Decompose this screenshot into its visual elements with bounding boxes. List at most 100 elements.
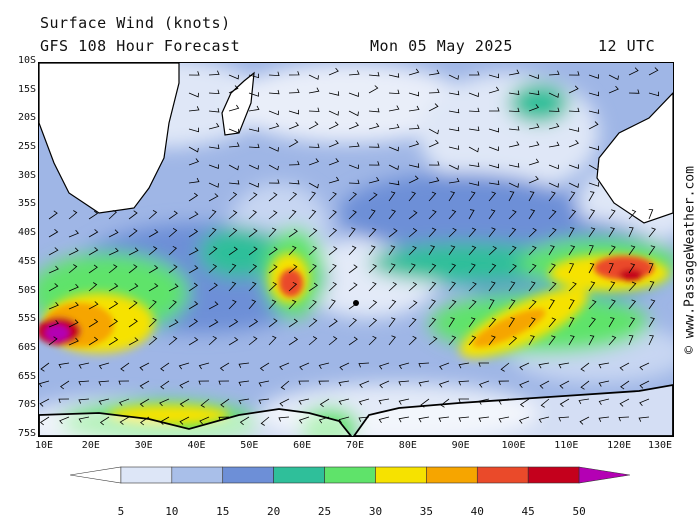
wind-barb <box>108 264 118 274</box>
wind-barb <box>588 299 597 310</box>
wind-barb <box>608 281 616 292</box>
wind-barb <box>508 263 517 274</box>
wind-barb <box>48 210 58 220</box>
wind-barb <box>328 299 336 310</box>
wind-barb <box>308 74 319 80</box>
wind-barb <box>228 180 240 185</box>
wind-barb <box>558 362 570 369</box>
colorbar-swatch <box>578 466 630 484</box>
wind-barb <box>288 191 298 202</box>
wind-barb <box>619 362 630 371</box>
wind-barb <box>160 362 170 372</box>
colorbar-swatch <box>171 466 224 484</box>
wind-barb <box>248 92 259 97</box>
wind-barb <box>168 210 178 220</box>
colorbar-label: 25 <box>317 505 332 518</box>
wind-barb <box>388 73 400 78</box>
wind-barb <box>608 335 617 346</box>
wind-barb <box>558 416 570 422</box>
wind-barb <box>299 362 310 371</box>
wind-barb <box>268 146 279 152</box>
wind-barb <box>88 264 98 274</box>
wind-barb <box>508 69 520 76</box>
antarctica-coast <box>39 384 673 436</box>
wind-barb <box>428 317 437 328</box>
wind-barb <box>228 281 237 292</box>
wind-barb <box>48 320 59 328</box>
wind-barb <box>39 398 50 407</box>
wind-barb <box>538 416 550 423</box>
wind-barb <box>598 416 610 422</box>
wind-barb <box>128 247 139 256</box>
wind-barb <box>348 92 359 97</box>
wind-barb <box>489 107 500 112</box>
wind-barb <box>408 140 420 148</box>
wind-barb <box>608 263 614 274</box>
wind-barb <box>559 380 570 389</box>
wind-barb <box>348 264 358 274</box>
wind-barb <box>108 336 119 346</box>
wind-barb <box>388 299 397 310</box>
lat-label: 30S <box>17 169 36 181</box>
wind-barb <box>478 362 489 367</box>
wind-barb <box>508 245 517 256</box>
wind-barb <box>568 335 575 346</box>
wind-barb <box>208 89 220 95</box>
wind-barb <box>308 143 320 148</box>
wind-barb <box>308 87 320 94</box>
wind-barb <box>348 209 357 220</box>
wind-barb <box>528 263 537 274</box>
wind-barb <box>358 398 370 406</box>
wind-barb <box>259 362 270 372</box>
wind-barb <box>608 299 616 310</box>
wind-barb <box>580 380 590 390</box>
wind-barb <box>448 227 457 238</box>
lat-label: 40S <box>17 227 36 239</box>
wind-barb <box>358 362 370 368</box>
wind-barb <box>420 398 430 408</box>
lat-label: 65S <box>17 370 36 382</box>
wind-barb <box>368 85 379 94</box>
lon-label: 60E <box>293 440 312 451</box>
colorbar-swatch <box>222 466 274 484</box>
wind-barb <box>368 192 378 202</box>
wind-barb <box>448 90 460 96</box>
wind-barb <box>328 121 339 130</box>
wind-barb <box>568 209 577 220</box>
wind-barb <box>408 210 418 220</box>
wind-barb <box>118 380 130 386</box>
wind-barb <box>220 398 230 408</box>
wind-barb <box>548 122 560 130</box>
wind-barb <box>598 362 610 369</box>
wind-barb <box>438 416 450 422</box>
wind-barb <box>288 318 298 328</box>
wind-barb <box>548 299 555 310</box>
wind-barb <box>148 336 158 346</box>
wind-barb <box>368 335 377 346</box>
colorbar-label: 5 <box>117 505 125 518</box>
wind-barb <box>199 416 210 425</box>
wind-barb <box>168 283 179 292</box>
wind-barb <box>228 318 239 328</box>
wind-barb <box>548 317 557 328</box>
wind-barb <box>128 283 139 292</box>
wind-barb <box>568 191 576 202</box>
wind-barb <box>388 164 399 171</box>
wind-barb <box>359 380 370 389</box>
wind-barb <box>348 317 357 328</box>
wind-barb <box>628 281 637 292</box>
wind-barb <box>548 70 560 76</box>
wind-barb <box>608 317 615 328</box>
wind-barb <box>78 362 90 369</box>
lat-label: 70S <box>17 399 36 411</box>
wind-barb <box>318 416 330 424</box>
wind-barb <box>508 163 520 168</box>
wind-barb <box>428 299 436 310</box>
wind-barb <box>308 263 317 274</box>
wind-barb <box>248 105 260 112</box>
wind-barb <box>448 317 456 328</box>
wind-barb <box>588 317 596 328</box>
wind-barb <box>248 228 258 238</box>
wind-barb <box>488 191 497 202</box>
wind-barb <box>468 335 477 346</box>
